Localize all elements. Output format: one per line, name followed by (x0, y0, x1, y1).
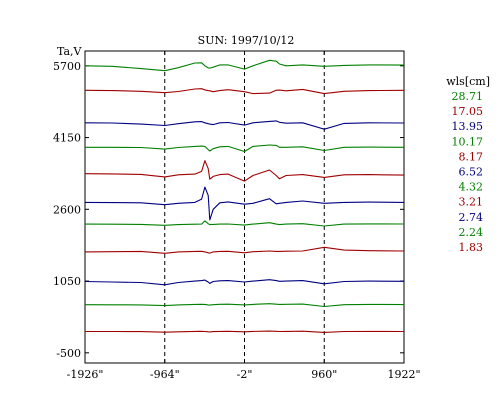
legend-entry: 8.17 (459, 150, 484, 163)
legend-entry: 4.32 (459, 181, 484, 194)
legend-entry: 2.74 (459, 211, 484, 224)
y-tick-label: -500 (56, 347, 81, 360)
series-line-4-32 (84, 220, 405, 227)
legend-entry: 10.17 (452, 135, 484, 148)
legend-entry: 28.71 (452, 90, 484, 103)
legend-entry: 13.95 (452, 120, 484, 133)
series-line-17-05 (84, 88, 405, 95)
x-axis-ticks: -1926" -964" -2" 960" 1922" (67, 51, 421, 381)
series-line-2-74 (84, 279, 405, 286)
y-tick-label: 4150 (53, 132, 81, 145)
vertical-dashed-lines (164, 51, 325, 363)
series-line-3-21 (84, 246, 405, 254)
legend-entry: 17.05 (452, 105, 484, 118)
series-line-28-71 (84, 59, 405, 72)
legend: 28.71 17.05 13.95 10.17 8.17 6.52 4.32 3.21 2.74… (452, 90, 484, 254)
x-tick-label: 960" (311, 368, 337, 381)
x-tick-label: 1922" (387, 368, 420, 381)
x-tick-label: -964" (150, 368, 180, 381)
chart-title: SUN: 1997/10/12 (198, 34, 295, 47)
legend-entry: 1.83 (459, 241, 484, 254)
y-axis-ticks: 5700 4150 2600 1050 -500 (53, 60, 404, 360)
y-axis-label: Ta,V (57, 45, 83, 58)
series-line-2-24 (84, 303, 405, 308)
x-tick-label: -1926" (67, 368, 104, 381)
series-line-8-17 (84, 160, 405, 182)
series-line-6-52 (84, 186, 405, 221)
series-line-13-95 (84, 120, 405, 130)
y-tick-label: 5700 (53, 60, 81, 73)
x-tick-label: -2" (237, 368, 253, 381)
legend-title: wls[cm] (446, 75, 490, 88)
y-tick-label: 1050 (53, 275, 81, 288)
legend-entry: 6.52 (459, 166, 484, 179)
series-traces (84, 59, 405, 333)
legend-entry: 3.21 (459, 196, 484, 209)
series-line-1-83 (85, 330, 405, 333)
series-line-10-17 (85, 144, 405, 153)
legend-entry: 2.24 (459, 226, 484, 239)
y-tick-label: 2600 (53, 203, 81, 216)
